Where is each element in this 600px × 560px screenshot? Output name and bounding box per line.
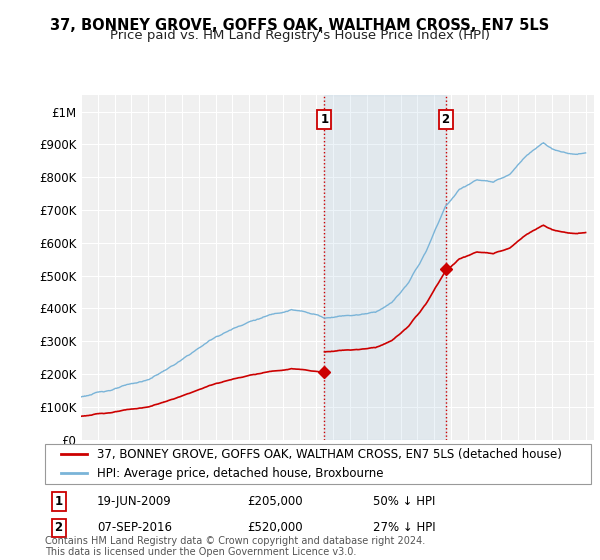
Text: 1: 1 (55, 495, 63, 508)
Text: 2: 2 (442, 113, 450, 126)
Text: 07-SEP-2016: 07-SEP-2016 (97, 521, 172, 534)
Text: £520,000: £520,000 (247, 521, 302, 534)
Text: 1: 1 (320, 113, 328, 126)
Bar (325, 95, 446, 440)
FancyBboxPatch shape (45, 444, 591, 484)
Text: 2: 2 (55, 521, 63, 534)
Text: Contains HM Land Registry data © Crown copyright and database right 2024.
This d: Contains HM Land Registry data © Crown c… (45, 535, 425, 557)
Text: 27% ↓ HPI: 27% ↓ HPI (373, 521, 435, 534)
Text: 19-JUN-2009: 19-JUN-2009 (97, 495, 172, 508)
Text: 50% ↓ HPI: 50% ↓ HPI (373, 495, 435, 508)
Text: Price paid vs. HM Land Registry's House Price Index (HPI): Price paid vs. HM Land Registry's House … (110, 29, 490, 42)
Legend: 37, BONNEY GROVE, GOFFS OAK, WALTHAM CROSS, EN7 5LS (detached house), HPI: Avera: 37, BONNEY GROVE, GOFFS OAK, WALTHAM CRO… (56, 444, 566, 485)
Text: 37, BONNEY GROVE, GOFFS OAK, WALTHAM CROSS, EN7 5LS: 37, BONNEY GROVE, GOFFS OAK, WALTHAM CRO… (50, 18, 550, 33)
Text: £205,000: £205,000 (247, 495, 302, 508)
